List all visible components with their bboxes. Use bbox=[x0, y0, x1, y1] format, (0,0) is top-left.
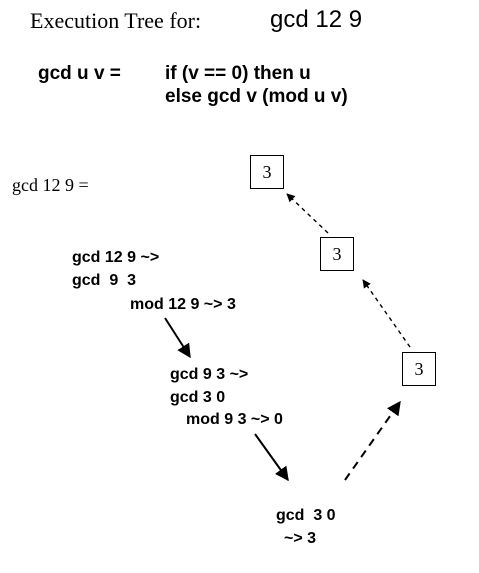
step-3-line-1: gcd 3 0 bbox=[276, 507, 336, 524]
result-box-middle: 3 bbox=[320, 237, 354, 271]
definition-line-2: else gcd v (mod u v) bbox=[165, 86, 348, 107]
call-arrow-1 bbox=[164, 317, 191, 359]
start-label: gcd 12 9 = bbox=[12, 175, 89, 195]
step-1-line-1: gcd 12 9 ~> bbox=[72, 249, 160, 266]
step-3-line-2: ~> 3 bbox=[284, 530, 317, 547]
result-box-top: 3 bbox=[250, 155, 284, 189]
step-2-line-3: mod 9 3 ~> 0 bbox=[186, 411, 283, 428]
call-arrow-2 bbox=[254, 433, 289, 482]
step-1-line-3: mod 12 9 ~> 3 bbox=[130, 296, 236, 313]
header-expression: gcd 12 9 bbox=[270, 6, 363, 33]
step-1-line-2: gcd 9 3 bbox=[72, 272, 137, 289]
return-arrow-1 bbox=[344, 400, 401, 481]
result-box-bottom: 3 bbox=[402, 352, 436, 386]
step-2-line-1: gcd 9 3 ~> bbox=[170, 366, 249, 383]
step-2-line-2: gcd 3 0 bbox=[170, 389, 226, 406]
definition-signature: gcd u v = bbox=[38, 63, 121, 84]
header-label: Execution Tree for: bbox=[30, 8, 202, 33]
return-arrow-3 bbox=[286, 193, 329, 234]
definition-line-1: if (v == 0) then u bbox=[165, 63, 311, 84]
return-arrow-2 bbox=[362, 279, 411, 348]
